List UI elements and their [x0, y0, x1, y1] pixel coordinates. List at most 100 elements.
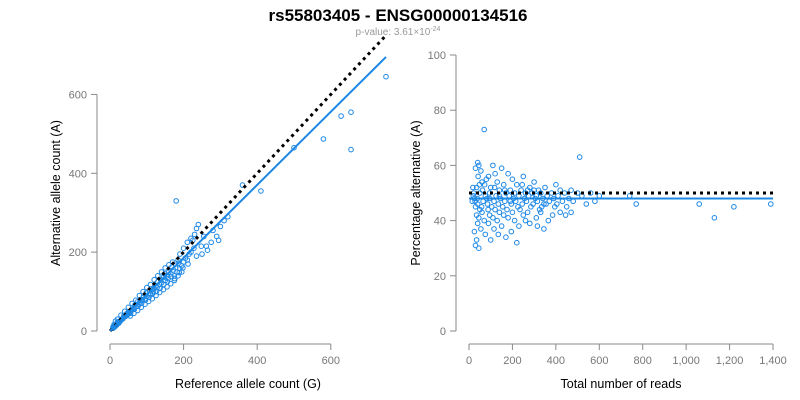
data-point [514, 181, 520, 188]
data-point [156, 289, 163, 296]
figure-subtitle: p-value: 3.61×10-24 [356, 26, 441, 38]
data-point [486, 212, 493, 218]
data-point [138, 300, 145, 307]
x-tick-label: 0 [107, 355, 113, 367]
y-tick-label: 20 [434, 271, 446, 283]
data-point [562, 212, 569, 218]
data-point [471, 190, 477, 196]
data-point [475, 173, 481, 180]
data-point [145, 298, 152, 305]
data-point [520, 173, 527, 180]
data-point [481, 126, 488, 133]
data-point [568, 209, 574, 216]
data-point [291, 144, 297, 151]
data-point [568, 187, 574, 193]
data-point [258, 188, 264, 194]
data-point [217, 223, 224, 230]
data-point [160, 281, 167, 288]
data-point [485, 206, 491, 213]
data-point [185, 261, 191, 267]
data-point [478, 168, 484, 174]
data-point [496, 209, 503, 216]
data-point [479, 187, 486, 193]
data-point [481, 181, 488, 188]
data-point [555, 193, 561, 199]
data-point [509, 209, 516, 216]
data-point [563, 204, 570, 210]
data-point [633, 201, 640, 207]
y-tick-label: 80 [434, 105, 446, 117]
data-point [527, 220, 533, 227]
data-point [168, 273, 174, 280]
data-point [499, 204, 506, 210]
data-point [545, 217, 552, 224]
data-point [476, 181, 483, 188]
data-point [491, 198, 497, 205]
data-point [142, 297, 149, 304]
x-tick-label: 600 [590, 355, 608, 367]
data-point [498, 223, 505, 229]
data-point [492, 206, 498, 213]
y-tick-label: 0 [440, 326, 446, 338]
right-scatter-plot: 0 200 400 600 800 1,000 1,200 1,400 0 20 40 60 80 100… [409, 50, 787, 391]
subtitle-pvalue-exponent: -24 [430, 26, 440, 33]
data-point [348, 109, 354, 115]
data-point [696, 201, 703, 207]
data-point [503, 234, 509, 240]
data-point [142, 301, 148, 308]
data-point [348, 146, 354, 153]
data-point [138, 304, 145, 311]
data-point [474, 159, 481, 166]
x-tick-label: 200 [174, 355, 192, 367]
data-point [543, 201, 549, 207]
data-point [583, 201, 590, 207]
x-axis-label: Total number of reads [561, 377, 682, 391]
expected-ratio-line [108, 34, 388, 333]
data-point [570, 198, 577, 205]
data-point [519, 201, 526, 207]
y-axis-label: Alternative allele count (A) [49, 120, 63, 266]
data-point [533, 215, 540, 221]
data-point [524, 209, 531, 216]
data-point [146, 294, 152, 301]
data-point [492, 170, 498, 177]
data-point [505, 215, 511, 221]
y-tick-label: 60 [434, 160, 446, 172]
data-point [487, 184, 494, 191]
data-point [508, 228, 515, 235]
data-point [514, 239, 520, 246]
data-point [506, 193, 513, 199]
y-tick-label: 0 [81, 326, 87, 338]
data-point [537, 190, 544, 196]
data-point [517, 206, 523, 213]
data-point [502, 198, 508, 205]
data-point [491, 184, 498, 191]
x-tick-label: 200 [503, 355, 521, 367]
data-point [485, 220, 492, 227]
data-point [483, 176, 490, 182]
data-point [503, 190, 509, 196]
data-point [522, 217, 529, 224]
fitted-line [109, 56, 387, 332]
data-point [175, 273, 181, 279]
data-point [215, 237, 222, 244]
x-tick-label: 400 [248, 355, 266, 367]
data-point [149, 290, 156, 297]
y-tick-label: 40 [434, 216, 446, 228]
data-point [476, 162, 482, 169]
data-point [472, 204, 479, 210]
data-point [478, 226, 484, 232]
data-point [136, 292, 143, 299]
data-point [208, 239, 214, 246]
y-axis-label: Percentage alternative (A) [409, 120, 423, 265]
data-point [479, 179, 485, 185]
y-tick-label: 600 [69, 89, 87, 101]
data-point [504, 206, 510, 213]
data-point [120, 314, 126, 321]
data-point [188, 235, 194, 242]
x-tick-label: 400 [547, 355, 565, 367]
figure-title: rs55803405 - ENSG00000134516 [269, 6, 528, 25]
data-point [149, 295, 156, 302]
